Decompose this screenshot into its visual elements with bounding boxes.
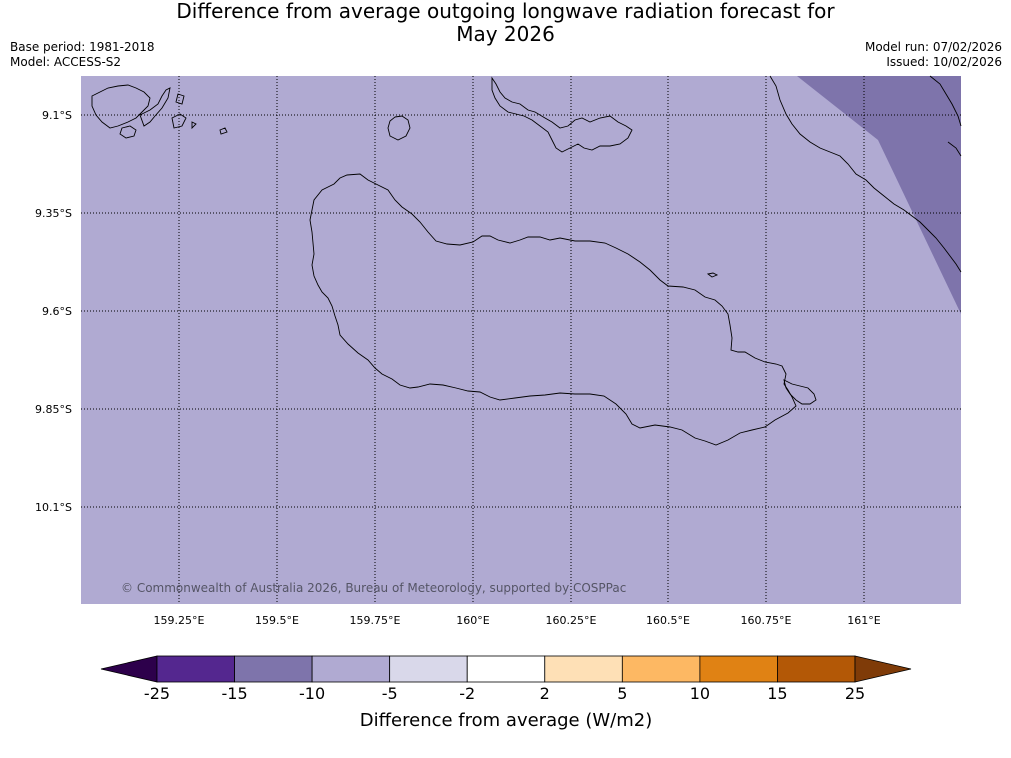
lat-label-10-1: 10.1°S	[35, 501, 72, 514]
lon-label-159-25: 159.25°E	[154, 614, 205, 627]
colorbar-swatch	[156, 655, 235, 683]
colorbar-swatch	[311, 655, 391, 683]
lon-label-159-75: 159.75°E	[350, 614, 401, 627]
lon-label-160-75: 160.75°E	[741, 614, 792, 627]
meta-left: Base period: 1981-2018 Model: ACCESS-S2	[10, 40, 155, 70]
colorbar-tick-label: 10	[690, 684, 710, 703]
colorbar-swatch	[544, 655, 623, 683]
colorbar-swatch	[234, 655, 313, 683]
coastline-malaita	[769, 75, 962, 273]
lon-label-160-5: 160.5°E	[646, 614, 690, 627]
coastline-guadalcanal	[309, 173, 797, 446]
coastline-small-islet	[387, 115, 411, 141]
colorbar-extend-low	[100, 655, 158, 683]
colorbar-swatch	[389, 655, 468, 683]
colorbar-tick-label: 25	[845, 684, 865, 703]
colorbar-swatch	[466, 655, 546, 683]
lon-label-159-5: 159.5°E	[255, 614, 299, 627]
colorbar-tick-label: 5	[617, 684, 627, 703]
coastline-northwest-islands	[91, 84, 228, 139]
model-run-label: Model run: 07/02/2026	[864, 40, 1002, 54]
coastline-florida-islands	[491, 76, 633, 153]
lat-label-9-6: 9.6°S	[42, 305, 72, 318]
model-label: Model: ACCESS-S2	[10, 55, 122, 69]
anomaly-region-minus-15	[797, 76, 961, 314]
colorbar-swatch	[699, 655, 778, 683]
lon-label-160: 160°E	[456, 614, 489, 627]
colorbar-title: Difference from average (W/m2)	[360, 710, 652, 731]
meta-right: Model run: 07/02/2026 Issued: 10/02/2026	[865, 40, 1002, 70]
map-gridlines	[81, 76, 961, 604]
map-background	[81, 76, 961, 604]
chart-title: Difference from average outgoing longwav…	[0, 0, 1011, 46]
coastline-malaita-north	[929, 75, 962, 127]
colorbar-tick-label: -2	[459, 684, 475, 703]
colorbar-tick-label: -10	[299, 684, 325, 703]
title-line-1: Difference from average outgoing longwav…	[176, 0, 835, 23]
colorbar-labels: -25 -15 -10 -5 -2 2 5 10 15 25	[144, 684, 865, 703]
lat-label-9-1: 9.1°S	[42, 109, 72, 122]
colorbar-tick-label: -5	[382, 684, 398, 703]
colorbar-tick-label: 15	[767, 684, 787, 703]
colorbar-extend-high	[854, 655, 912, 683]
coastlines	[91, 75, 962, 446]
map: 9.1°S 9.35°S 9.6°S 9.85°S 10.1°S 159.25°…	[35, 75, 962, 627]
colorbar-tick-label: -15	[221, 684, 247, 703]
issued-label: Issued: 10/02/2026	[886, 55, 1002, 69]
base-period-label: Base period: 1981-2018	[10, 40, 155, 54]
coastline-tiny-islet	[706, 272, 719, 278]
lon-label-161: 161°E	[847, 614, 880, 627]
lat-label-9-85: 9.85°S	[35, 403, 72, 416]
colorbar-swatches	[100, 655, 912, 683]
colorbar-swatch	[777, 655, 856, 683]
title-line-2: May 2026	[456, 22, 555, 46]
copyright-notice: © Commonwealth of Australia 2026, Bureau…	[121, 581, 626, 595]
lon-label-160-25: 160.25°E	[546, 614, 597, 627]
lat-label-9-35: 9.35°S	[35, 207, 72, 220]
coastline-east-islets	[783, 141, 962, 405]
colorbar-tick-label: -25	[144, 684, 170, 703]
colorbar-swatch	[621, 655, 701, 683]
colorbar-tick-label: 2	[540, 684, 550, 703]
